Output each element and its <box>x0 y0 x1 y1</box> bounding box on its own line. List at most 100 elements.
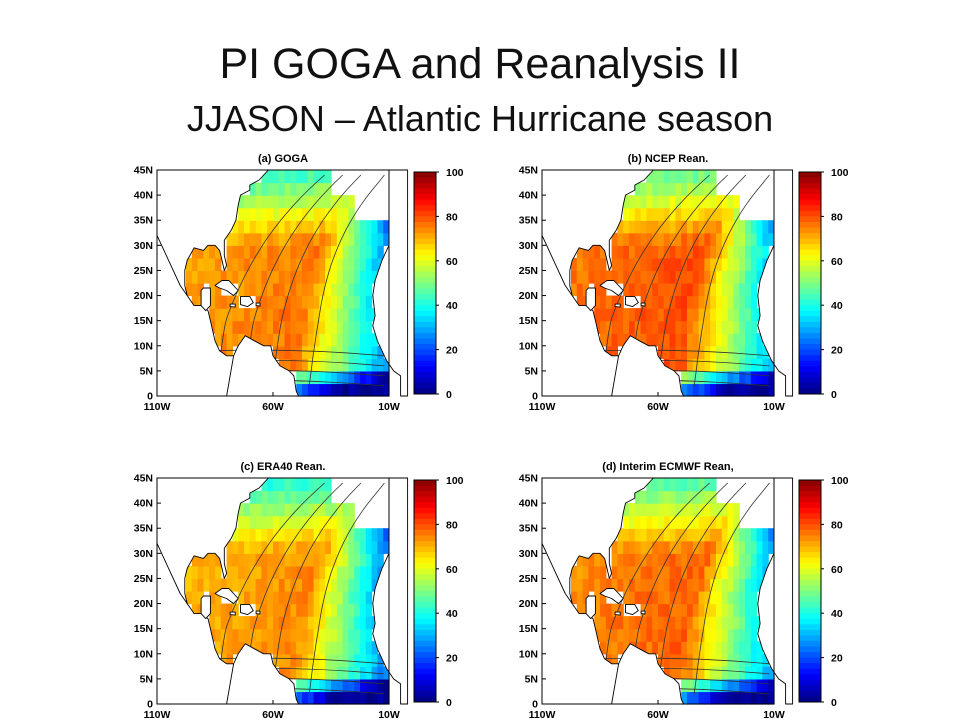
field-cell <box>325 170 332 184</box>
field-cell <box>215 295 222 309</box>
field-cell <box>640 628 647 642</box>
field-cell <box>652 553 659 567</box>
field-cell <box>354 591 361 605</box>
field-cell <box>739 616 746 630</box>
field-cell <box>658 333 665 347</box>
field-cell <box>646 603 653 617</box>
field-cell <box>669 616 676 630</box>
field-cell <box>704 333 711 347</box>
field-cell <box>733 678 740 693</box>
colorbar-segment <box>414 518 436 525</box>
colorbar-segment <box>414 552 436 559</box>
colorbar-tick-label: 80 <box>831 211 843 223</box>
field-cell <box>681 283 688 297</box>
field-cell <box>232 308 239 322</box>
field-cell <box>313 383 320 397</box>
field-cell <box>710 653 717 667</box>
field-cell <box>360 540 367 554</box>
colorbar-segment <box>799 480 821 486</box>
field-cell <box>307 320 315 334</box>
field-cell <box>611 308 618 322</box>
field-cell <box>629 245 636 259</box>
field-cell <box>354 653 361 667</box>
field-cell <box>313 182 320 196</box>
field-cell <box>663 195 671 209</box>
field-cell <box>342 345 349 359</box>
field-cell <box>681 195 688 209</box>
field-cell <box>646 270 653 284</box>
coastline <box>156 477 269 605</box>
field-cell <box>354 333 361 347</box>
field-cell <box>605 270 613 284</box>
field-cell <box>319 666 326 680</box>
colorbar-segment <box>414 244 436 251</box>
field-cell <box>750 220 758 234</box>
field-cell <box>576 591 584 605</box>
field-cell <box>244 245 251 259</box>
field-cell <box>629 207 636 221</box>
coastline <box>757 477 794 705</box>
field-cell <box>687 666 694 680</box>
field-cell <box>284 170 291 184</box>
field-cell <box>663 170 671 184</box>
field-cell <box>733 641 740 655</box>
field-cell <box>663 232 671 246</box>
field-cell <box>727 220 734 234</box>
field-cell <box>238 220 245 234</box>
field-cell <box>331 308 338 322</box>
field-cell <box>646 220 653 234</box>
field-cell <box>342 207 349 221</box>
field-cell <box>203 565 210 580</box>
field-cell <box>646 283 653 297</box>
field-cell <box>336 691 344 705</box>
field-cell <box>354 641 361 655</box>
field-cell <box>313 553 320 567</box>
field-cell <box>215 283 222 297</box>
field-cell <box>733 358 740 372</box>
field-cell <box>617 308 624 322</box>
field-cell <box>640 528 647 542</box>
field-cell <box>681 678 688 693</box>
field-cell <box>687 515 694 529</box>
colorbar-segment <box>414 529 436 536</box>
field-cell <box>319 320 326 334</box>
field-cell <box>640 195 647 209</box>
field-cell <box>249 515 257 529</box>
field-cell <box>371 383 378 397</box>
field-cell <box>325 320 332 334</box>
field-cell <box>669 528 676 542</box>
field-cell <box>750 320 758 334</box>
field-cell <box>342 591 349 605</box>
field-cell <box>255 232 262 246</box>
field-cell <box>296 170 303 184</box>
field-cell <box>640 565 647 580</box>
field-cell <box>727 616 734 630</box>
field-cell <box>348 370 355 385</box>
field-cell <box>704 616 711 630</box>
field-cell <box>727 578 734 592</box>
colorbar-segment <box>799 652 821 658</box>
field-cell <box>365 383 373 397</box>
field-cell <box>313 333 320 347</box>
field-cell <box>215 333 222 347</box>
field-cell <box>371 540 378 554</box>
field-cell <box>663 616 671 630</box>
field-cell <box>663 540 671 554</box>
field-cell <box>354 666 361 680</box>
field-cell <box>278 358 286 372</box>
field-cell <box>571 270 578 284</box>
field-cell <box>325 603 332 617</box>
field-cell <box>698 553 705 567</box>
field-cell <box>716 283 723 297</box>
colorbar-segment <box>414 194 436 201</box>
field-cell <box>371 691 378 705</box>
field-cell <box>365 578 373 592</box>
field-cell <box>290 553 297 567</box>
field-cell <box>296 308 303 322</box>
field-cell <box>296 515 303 529</box>
colorbar-segment <box>799 591 821 597</box>
field-cell <box>687 220 694 234</box>
field-cell <box>681 691 688 705</box>
field-cell <box>203 257 210 272</box>
field-cell <box>342 553 349 567</box>
